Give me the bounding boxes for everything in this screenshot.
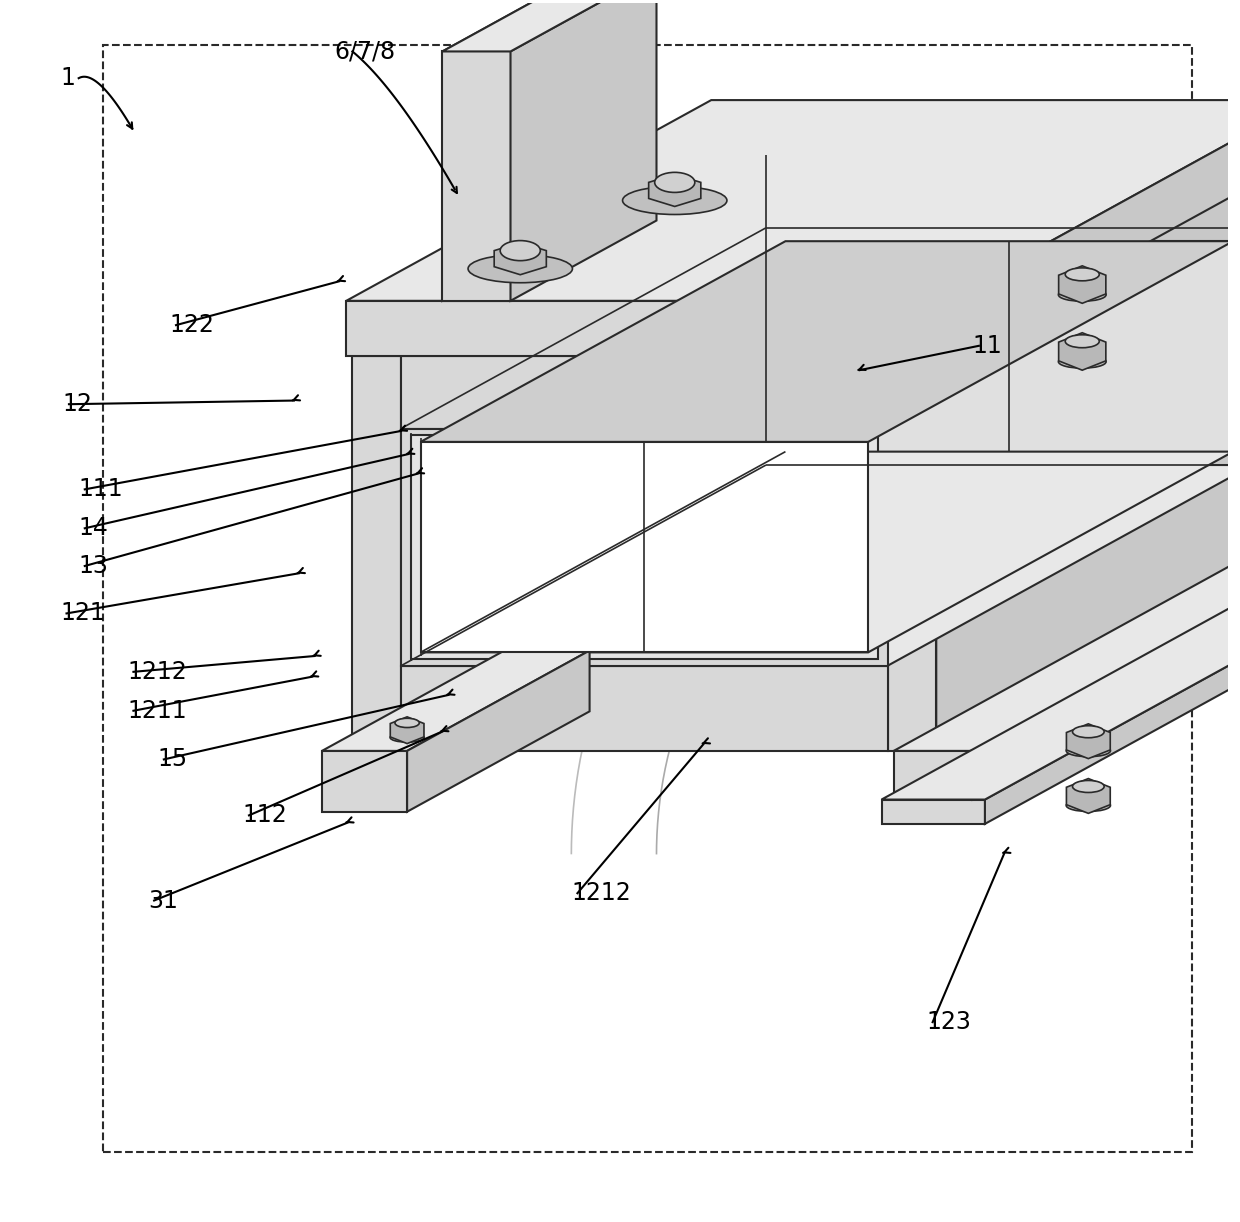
Polygon shape xyxy=(401,356,888,429)
Polygon shape xyxy=(894,750,972,799)
Polygon shape xyxy=(785,241,1233,452)
Ellipse shape xyxy=(1065,335,1100,348)
Polygon shape xyxy=(1059,332,1106,370)
Ellipse shape xyxy=(467,254,573,282)
Text: 31: 31 xyxy=(148,888,177,913)
Polygon shape xyxy=(420,442,868,653)
Text: 1211: 1211 xyxy=(128,699,187,722)
Ellipse shape xyxy=(500,241,541,260)
Bar xyxy=(103,45,1192,1152)
Polygon shape xyxy=(443,51,511,301)
Polygon shape xyxy=(401,155,1240,356)
Polygon shape xyxy=(391,717,424,744)
Polygon shape xyxy=(936,155,1240,750)
Polygon shape xyxy=(346,301,942,356)
Ellipse shape xyxy=(1066,744,1111,756)
Polygon shape xyxy=(942,100,1240,356)
Polygon shape xyxy=(420,241,1233,442)
Polygon shape xyxy=(322,650,589,750)
Polygon shape xyxy=(511,0,656,301)
Polygon shape xyxy=(1066,723,1110,759)
Text: 11: 11 xyxy=(972,334,1002,358)
Polygon shape xyxy=(352,356,401,750)
Text: 111: 111 xyxy=(78,478,123,501)
Text: 12: 12 xyxy=(63,392,93,417)
Ellipse shape xyxy=(1065,268,1100,281)
Text: 15: 15 xyxy=(157,748,188,771)
Ellipse shape xyxy=(622,187,727,215)
Polygon shape xyxy=(410,435,878,659)
Polygon shape xyxy=(888,155,1240,356)
Polygon shape xyxy=(972,550,1240,799)
Polygon shape xyxy=(1066,778,1110,814)
Text: 122: 122 xyxy=(170,313,215,337)
Polygon shape xyxy=(894,550,1240,750)
Text: 13: 13 xyxy=(78,554,109,578)
Polygon shape xyxy=(420,452,1233,653)
Polygon shape xyxy=(352,155,766,356)
Polygon shape xyxy=(401,466,1240,666)
Ellipse shape xyxy=(1066,799,1111,811)
Text: 121: 121 xyxy=(61,601,105,626)
Polygon shape xyxy=(322,750,407,811)
Polygon shape xyxy=(985,599,1240,824)
Text: 112: 112 xyxy=(243,803,288,827)
Ellipse shape xyxy=(391,733,424,742)
Text: 14: 14 xyxy=(78,516,109,540)
Ellipse shape xyxy=(396,719,419,727)
Ellipse shape xyxy=(1059,356,1106,368)
Polygon shape xyxy=(443,0,656,51)
Polygon shape xyxy=(495,243,547,275)
Polygon shape xyxy=(401,666,888,750)
Polygon shape xyxy=(882,599,1240,799)
Ellipse shape xyxy=(1059,288,1106,302)
Polygon shape xyxy=(401,155,766,750)
Polygon shape xyxy=(649,175,701,207)
Polygon shape xyxy=(882,799,985,824)
Text: 1212: 1212 xyxy=(128,660,187,684)
Text: 6/7/8: 6/7/8 xyxy=(334,39,396,64)
Ellipse shape xyxy=(655,172,694,192)
Ellipse shape xyxy=(1073,781,1104,793)
Text: 1: 1 xyxy=(61,66,76,90)
Polygon shape xyxy=(443,0,625,301)
Text: 1212: 1212 xyxy=(572,881,631,906)
Text: 123: 123 xyxy=(926,1011,971,1034)
Polygon shape xyxy=(407,650,589,811)
Polygon shape xyxy=(1059,266,1106,303)
Polygon shape xyxy=(888,356,936,750)
Ellipse shape xyxy=(1073,726,1104,738)
Polygon shape xyxy=(401,429,888,666)
Polygon shape xyxy=(346,100,1240,301)
